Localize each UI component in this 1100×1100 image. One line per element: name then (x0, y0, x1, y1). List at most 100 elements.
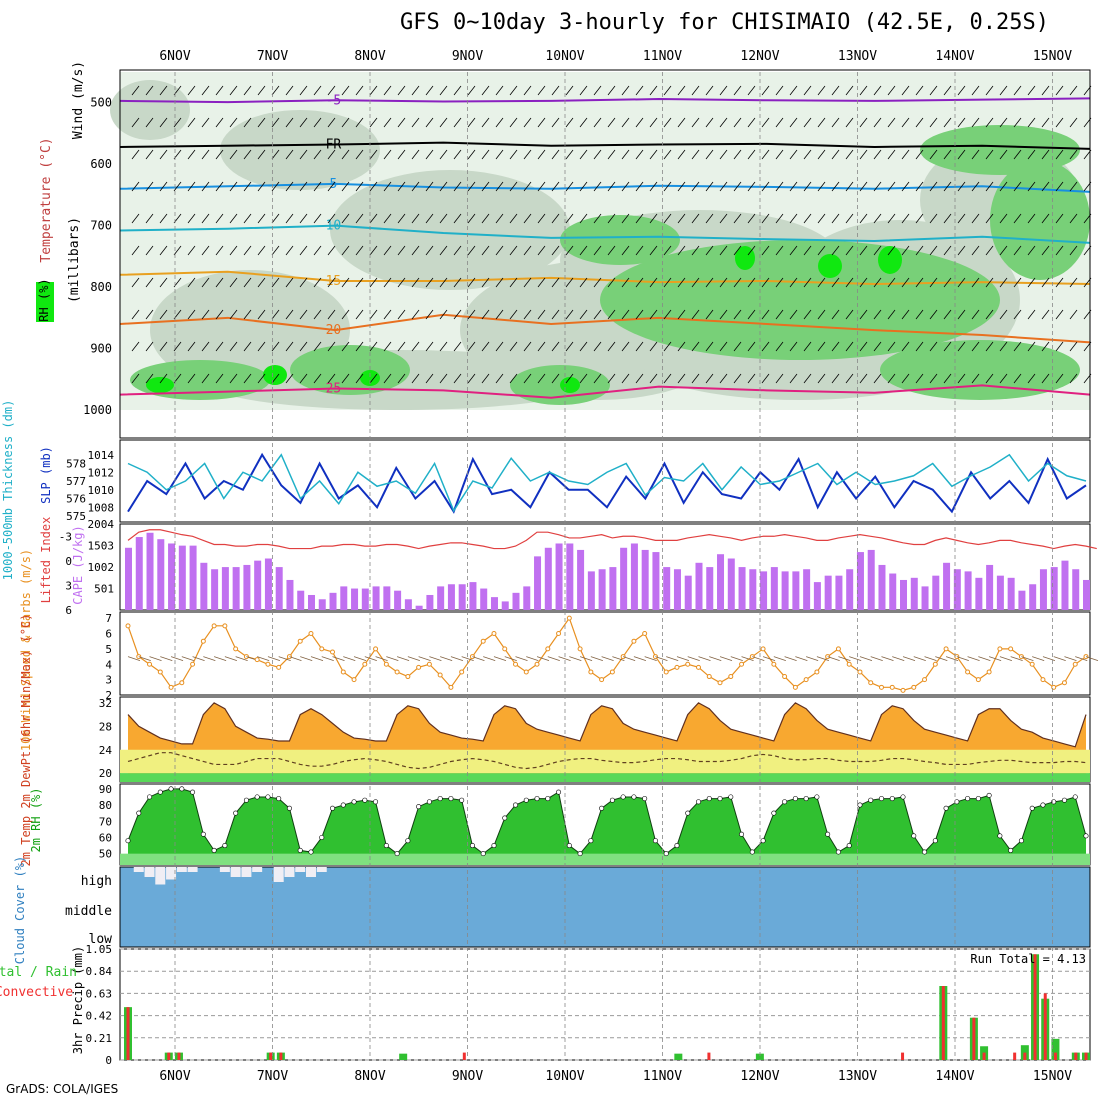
rh-point (846, 843, 852, 849)
precip-conv-bar (167, 1052, 171, 1060)
wind-barb (929, 309, 938, 320)
cape-bar (813, 582, 821, 610)
cape-bar (286, 579, 294, 610)
wind-tick: 7 (105, 612, 112, 625)
wind-speed-point (222, 623, 228, 629)
slp-tick: 1010 (88, 484, 115, 497)
wind-barb-10m (816, 656, 830, 661)
cloud-high-bar (252, 867, 263, 872)
wind-barb (957, 85, 966, 96)
wind-barb (747, 85, 756, 96)
wind-barb (663, 309, 672, 320)
wind-barb (215, 245, 224, 256)
wind-barb-10m (838, 656, 851, 661)
wind-tick: 3 (105, 674, 112, 687)
cape-bar (749, 569, 757, 610)
cape-bar (426, 594, 434, 610)
wind-barb (621, 85, 630, 96)
temp-tick: 24 (99, 744, 113, 757)
wind-barb (215, 373, 224, 384)
temp-tick: 28 (99, 720, 112, 733)
wind-barb (607, 149, 616, 160)
wind-barb (243, 277, 252, 288)
wind-barb (831, 277, 840, 288)
wind-barb (859, 149, 868, 160)
wind-barb-10m (310, 656, 324, 661)
wind-speed-point (373, 646, 379, 652)
wind-barb (621, 181, 630, 192)
wind-barb-10m (999, 656, 1013, 661)
wind-barb-10m (730, 656, 743, 661)
cloud-high-bar (230, 867, 241, 877)
wind-barb (215, 181, 224, 192)
wind-barb (355, 373, 364, 384)
wind-barb (1041, 213, 1050, 224)
wind-barb (691, 309, 700, 320)
wind-barb-10m (160, 656, 173, 661)
wind-barb (271, 213, 280, 224)
wind-barb (495, 277, 504, 288)
wind-barb (915, 373, 924, 384)
wind-barb (929, 213, 938, 224)
wind-barb-10m (569, 656, 582, 661)
wind-barb (271, 309, 280, 320)
wind-barb (229, 149, 238, 160)
rh-point (868, 797, 874, 803)
wind-barb (229, 309, 238, 320)
wind-speed-point (394, 669, 400, 675)
temp-tick: 32 (99, 697, 112, 710)
wind-barb (439, 341, 448, 352)
wind-frame (119, 611, 1091, 696)
cape-bar (824, 575, 832, 610)
rh-tick: 70 (99, 815, 112, 828)
wind-barb (985, 149, 994, 160)
wind-barb (271, 277, 280, 288)
wind-barb (327, 117, 336, 128)
wind-barb (355, 277, 364, 288)
cloud-high-bar (144, 867, 155, 877)
wind-barb (131, 277, 140, 288)
cape-bar (706, 567, 714, 610)
cape-bar (910, 577, 918, 610)
wind-barb (257, 373, 266, 384)
wind-barb (803, 245, 812, 256)
wind-barb (271, 149, 280, 160)
wind-barb (649, 341, 658, 352)
wind-barb (733, 149, 742, 160)
wind-barb (1027, 85, 1036, 96)
wind-barb (775, 213, 784, 224)
wind-barb (131, 149, 140, 160)
wind-barb-10m (396, 656, 410, 661)
wind-barb (509, 245, 518, 256)
wind-speed-point (491, 631, 497, 637)
wind-barb-10m (1032, 656, 1045, 661)
precip-conv-bar (707, 1052, 711, 1060)
wind-barb-10m (440, 656, 453, 661)
wind-barb (663, 277, 672, 288)
rh-region-moist (560, 215, 680, 265)
wind-barb (145, 149, 154, 160)
rh-point (663, 851, 669, 857)
rh-region-moist (990, 160, 1090, 280)
cape-bar (792, 571, 800, 610)
wind-barb (299, 373, 308, 384)
wind-barb (915, 181, 924, 192)
wind-barb (565, 213, 574, 224)
cape-bar (415, 605, 423, 610)
rh-point (265, 794, 271, 800)
wind-speed-point (340, 669, 346, 675)
wind-barb (677, 341, 686, 352)
wind-speed-point (674, 664, 680, 670)
rh-point (1018, 838, 1024, 844)
wind-barb (691, 245, 700, 256)
wind-barb (467, 85, 476, 96)
wind-barb (537, 117, 546, 128)
wind-barb (145, 341, 154, 352)
wind-speed-point (157, 669, 163, 675)
cloud-level-label: middle (65, 904, 112, 919)
wind-barb (537, 373, 546, 384)
wind-barb (845, 181, 854, 192)
wind-barb (383, 309, 392, 320)
wind-barb (845, 341, 854, 352)
rh-point (351, 799, 357, 805)
